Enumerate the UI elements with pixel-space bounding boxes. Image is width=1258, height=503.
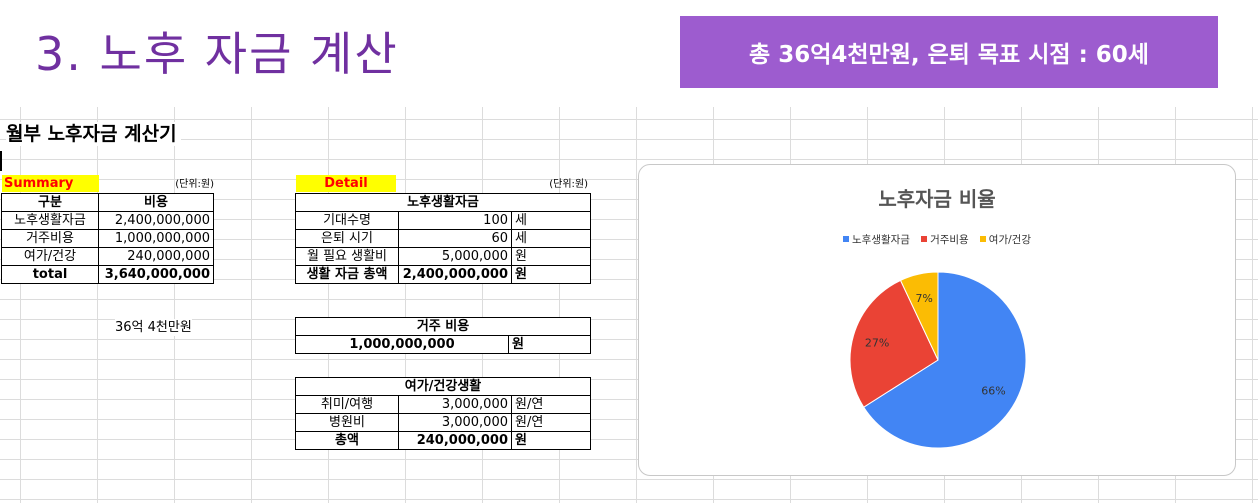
summary-row-label: 거주비용 — [1, 229, 99, 248]
leisure-value: 3,000,000 — [398, 395, 512, 414]
leisure-table: 여가/건강생활 취미/여행 3,000,000 원/연 병원비 3,000,00… — [295, 377, 591, 450]
living-table: 노후생활자금 기대수명 100 세 은퇴 시기 60 세 월 필요 생활비 5,… — [295, 193, 591, 284]
chart-title: 노후자금 비율 — [878, 187, 996, 211]
summary-row-label: 여가/건강 — [1, 247, 99, 266]
pie-slice-1[interactable] — [863, 271, 1027, 449]
living-value: 5,000,000 — [398, 247, 512, 266]
legend-label: 노후생활자금 — [852, 234, 910, 246]
legend-swatch — [843, 236, 849, 242]
detail-header: Detail — [296, 175, 396, 192]
pie-chart: 66% 27% 7% — [849, 271, 1027, 449]
leisure-unit: 원/연 — [511, 413, 591, 432]
housing-table: 거주 비용 1,000,000,000 원 — [295, 317, 591, 354]
living-unit: 세 — [511, 211, 591, 230]
slide-title: 3. 노후 자금 계산 — [35, 27, 399, 81]
leisure-unit: 원/연 — [511, 395, 591, 414]
sheet-title: 월부 노후자금 계산기 — [6, 122, 181, 146]
chart-legend: 노후생활자금 거주비용 여가/건강 — [639, 228, 1235, 247]
summary-row-value: 1,000,000,000 — [98, 229, 214, 248]
legend-swatch — [921, 236, 928, 242]
living-label: 월 필요 생활비 — [295, 247, 399, 266]
living-label: 은퇴 시기 — [295, 229, 399, 248]
summary-unit: (단위:원) — [175, 179, 214, 190]
leisure-title: 여가/건강생활 — [295, 377, 591, 396]
living-value: 100 — [398, 211, 512, 230]
leisure-total-unit: 원 — [511, 431, 591, 450]
legend-label: 거주비용 — [930, 234, 969, 246]
leisure-total-value: 240,000,000 — [398, 431, 512, 450]
summary-banner: 총 36억4천만원, 은퇴 목표 시점 : 60세 — [680, 16, 1218, 88]
leisure-total-label: 총액 — [295, 431, 399, 450]
pie-data-label: 27% — [865, 336, 889, 349]
housing-title: 거주 비용 — [295, 317, 591, 336]
living-total-unit: 원 — [511, 265, 591, 284]
summary-row-value: 240,000,000 — [98, 247, 214, 266]
summary-table: 구분 비용 노후생활자금 2,400,000,000 거주비용 1,000,00… — [1, 193, 214, 284]
pie-data-label: 7% — [915, 292, 932, 305]
pie-chart-card[interactable]: 노후자금 비율 노후생활자금 거주비용 여가/건강 66% 27% 7% — [638, 164, 1236, 476]
legend-swatch — [979, 236, 986, 242]
summary-note: 36억 4천만원 — [115, 319, 192, 336]
pie-slice-2[interactable] — [849, 279, 939, 408]
living-total-label: 생활 자금 총액 — [295, 265, 399, 284]
summary-total-label: total — [1, 265, 99, 284]
leisure-label: 취미/여행 — [295, 395, 399, 414]
detail-unit: (단위:원) — [549, 179, 588, 190]
leisure-value: 3,000,000 — [398, 413, 512, 432]
summary-col-header: 구분 — [1, 193, 99, 212]
summary-header: Summary — [2, 175, 99, 192]
leisure-label: 병원비 — [295, 413, 399, 432]
summary-row-value: 2,400,000,000 — [98, 211, 214, 230]
living-unit: 세 — [511, 229, 591, 248]
legend-item: 노후생활자금 — [843, 234, 910, 246]
summary-col-header: 비용 — [98, 193, 214, 212]
legend-item: 여가/건강 — [979, 234, 1031, 246]
living-unit: 원 — [511, 247, 591, 266]
legend-item: 거주비용 — [921, 234, 969, 246]
housing-unit: 원 — [508, 335, 591, 354]
living-total-value: 2,400,000,000 — [398, 265, 512, 284]
pie-slice-3[interactable] — [899, 271, 939, 361]
living-value: 60 — [398, 229, 512, 248]
pie-data-label: 66% — [981, 385, 1005, 398]
living-label: 기대수명 — [295, 211, 399, 230]
housing-value: 1,000,000,000 — [295, 335, 509, 354]
summary-total-value: 3,640,000,000 — [98, 265, 214, 284]
cell-cursor — [0, 151, 2, 171]
legend-label: 여가/건강 — [988, 234, 1031, 246]
living-title: 노후생활자금 — [295, 193, 591, 212]
summary-row-label: 노후생활자금 — [1, 211, 99, 230]
